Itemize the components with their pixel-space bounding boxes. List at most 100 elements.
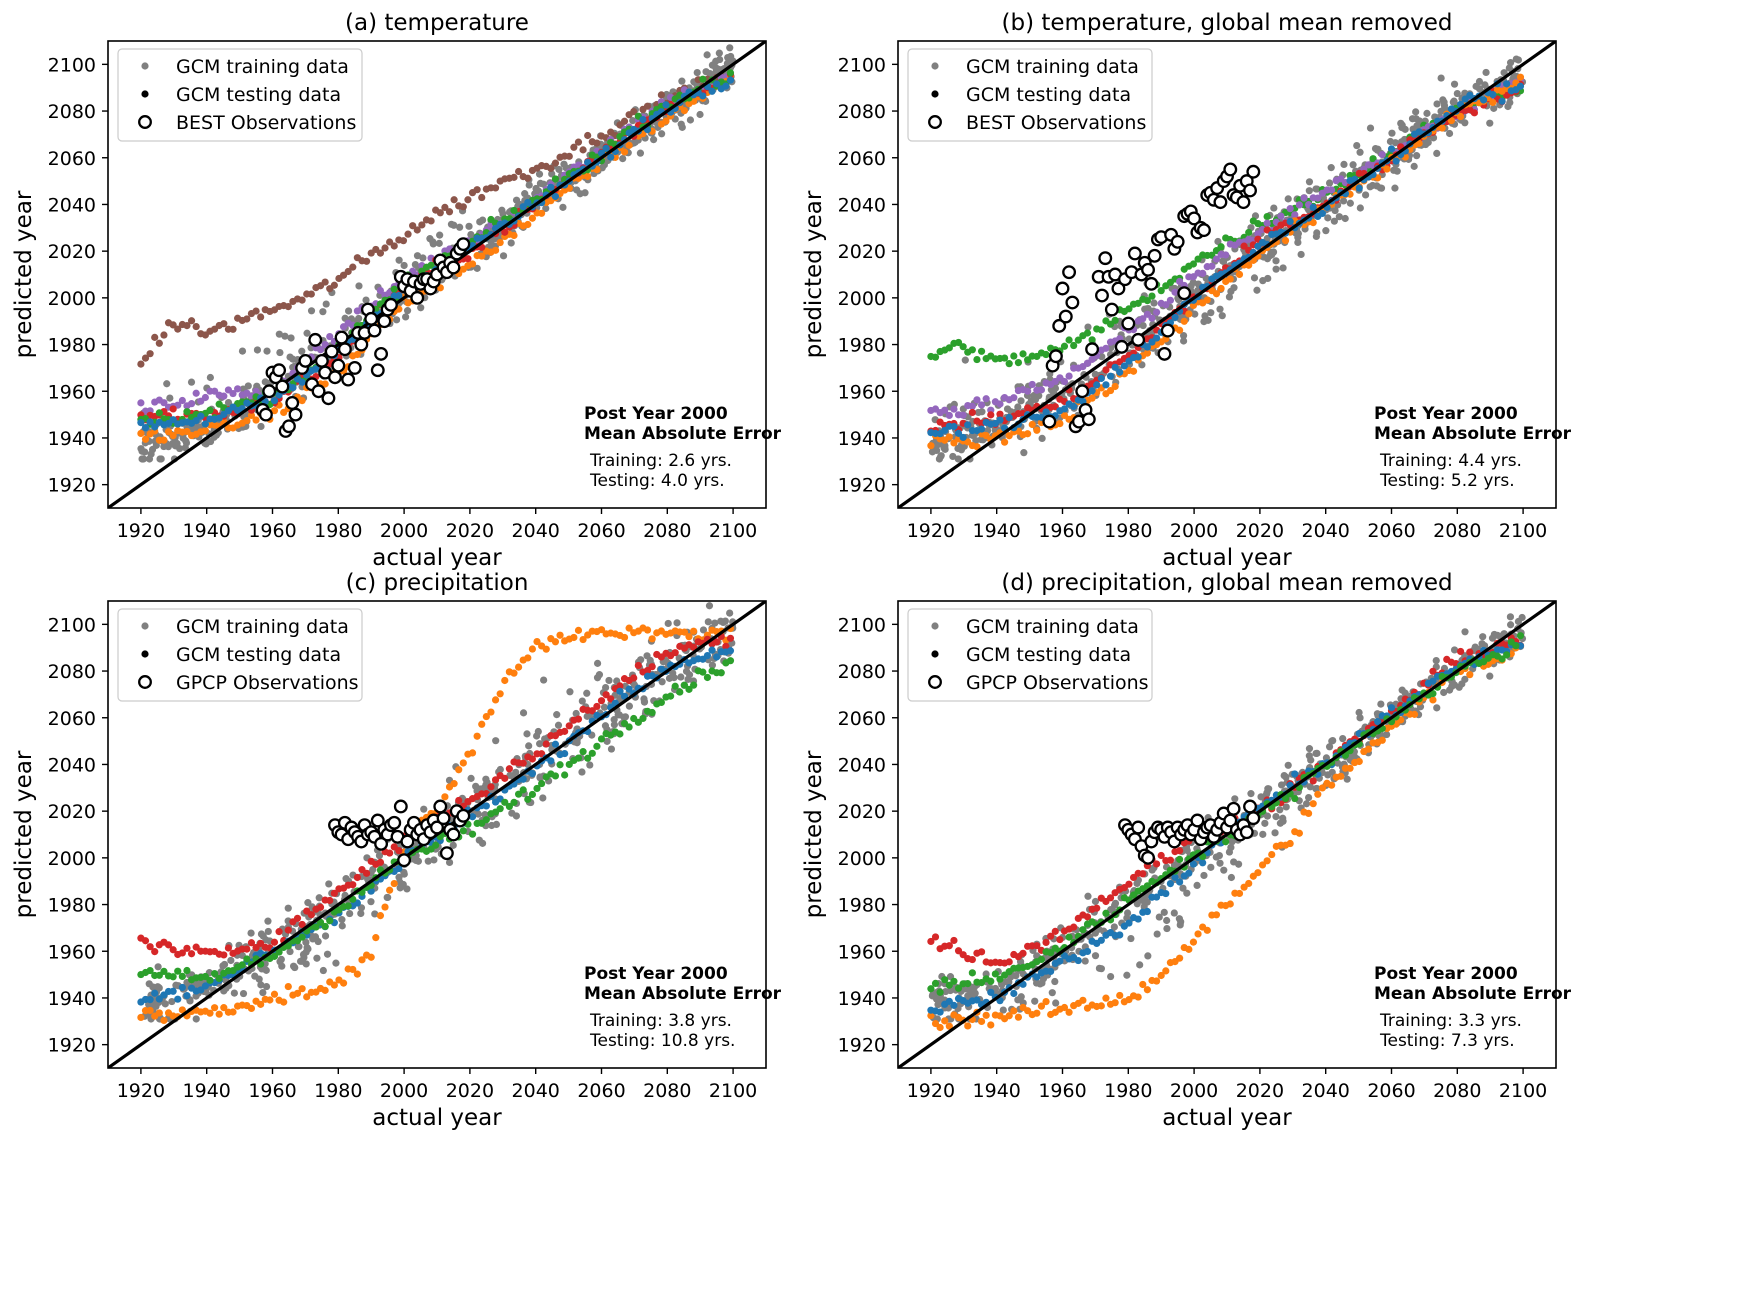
training-point xyxy=(1451,646,1458,653)
training-point xyxy=(1482,69,1489,76)
testing-point xyxy=(1305,810,1312,817)
training-point xyxy=(949,453,956,460)
testing-point xyxy=(626,142,633,149)
testing-point xyxy=(363,870,370,877)
testing-point xyxy=(510,232,517,239)
testing-point xyxy=(584,132,591,139)
testing-point xyxy=(937,1009,944,1016)
testing-point xyxy=(1356,758,1363,765)
testing-point xyxy=(529,791,536,798)
testing-point xyxy=(285,983,292,990)
y-tick-label: 2080 xyxy=(48,101,96,123)
training-point xyxy=(1356,149,1363,156)
training-point xyxy=(1272,813,1279,820)
training-point xyxy=(1507,59,1514,66)
training-point xyxy=(1082,957,1089,964)
testing-point xyxy=(1033,427,1040,434)
testing-point xyxy=(1517,83,1524,90)
y-tick-label: 1960 xyxy=(48,381,96,403)
testing-point xyxy=(469,831,476,838)
training-point xyxy=(1515,56,1522,63)
testing-point xyxy=(497,239,504,246)
testing-point xyxy=(566,722,573,729)
testing-point xyxy=(1019,950,1026,957)
training-point xyxy=(163,380,170,387)
testing-point xyxy=(960,434,967,441)
testing-point xyxy=(593,703,600,710)
testing-point xyxy=(492,247,499,254)
training-point xyxy=(430,856,437,863)
observation-point xyxy=(1149,250,1161,262)
training-point xyxy=(1014,996,1021,1003)
training-point xyxy=(1272,266,1279,273)
x-tick-label: 2020 xyxy=(446,1080,494,1102)
training-point xyxy=(1461,119,1468,126)
training-point xyxy=(1107,973,1114,980)
testing-point xyxy=(427,217,434,224)
annotation-heading: Post Year 2000 xyxy=(584,964,728,984)
y-tick-label: 1940 xyxy=(48,988,96,1010)
training-point xyxy=(396,257,403,264)
training-point xyxy=(346,910,353,917)
testing-point xyxy=(964,1022,971,1029)
training-point xyxy=(1014,403,1021,410)
testing-point xyxy=(978,401,985,408)
x-tick-label: 1940 xyxy=(183,1080,231,1102)
testing-point xyxy=(1489,99,1496,106)
training-point xyxy=(1216,306,1223,313)
y-tick-label: 2000 xyxy=(48,288,96,310)
training-point xyxy=(287,334,294,341)
testing-point xyxy=(317,904,324,911)
testing-point xyxy=(1268,851,1275,858)
testing-point xyxy=(326,897,333,904)
x-tick-label: 2020 xyxy=(446,520,494,542)
training-point xyxy=(1507,613,1514,620)
testing-point xyxy=(727,635,734,642)
testing-point xyxy=(1024,430,1031,437)
observation-point xyxy=(1050,350,1062,362)
panel-title: (a) temperature xyxy=(345,10,529,36)
testing-point xyxy=(996,416,1003,423)
training-point xyxy=(1285,195,1292,202)
x-axis-label: actual year xyxy=(372,545,502,571)
observation-point xyxy=(342,374,354,386)
observation-point xyxy=(290,409,302,421)
training-point xyxy=(705,618,712,625)
training-point xyxy=(1479,633,1486,640)
testing-point xyxy=(1291,770,1298,777)
testing-point xyxy=(170,988,177,995)
training-point xyxy=(414,252,421,259)
training-point xyxy=(727,53,734,60)
testing-point xyxy=(1254,869,1261,876)
training-point xyxy=(1391,185,1398,192)
testing-point xyxy=(685,633,692,640)
testing-point xyxy=(524,654,531,661)
training-point xyxy=(620,714,627,721)
training-point xyxy=(1272,257,1279,264)
testing-point xyxy=(722,83,729,90)
training-point xyxy=(156,455,163,462)
testing-point xyxy=(978,1018,985,1025)
testing-point xyxy=(1356,184,1363,191)
testing-point xyxy=(950,406,957,413)
y-tick-label: 2100 xyxy=(48,614,96,636)
testing-point xyxy=(391,242,398,249)
testing-point xyxy=(202,427,209,434)
testing-point xyxy=(575,627,582,634)
observation-point xyxy=(339,343,351,355)
testing-point xyxy=(179,973,186,980)
training-point xyxy=(553,711,560,718)
training-point xyxy=(1133,880,1140,887)
testing-point xyxy=(1033,1010,1040,1017)
testing-point xyxy=(639,116,646,123)
training-point xyxy=(281,333,288,340)
observation-point xyxy=(1096,290,1108,302)
testing-point xyxy=(455,797,462,804)
testing-point xyxy=(174,996,181,1003)
testing-point xyxy=(137,399,144,406)
observation-point xyxy=(385,299,397,311)
y-tick-label: 2060 xyxy=(48,708,96,730)
testing-point xyxy=(137,360,144,367)
training-point xyxy=(1123,972,1130,979)
